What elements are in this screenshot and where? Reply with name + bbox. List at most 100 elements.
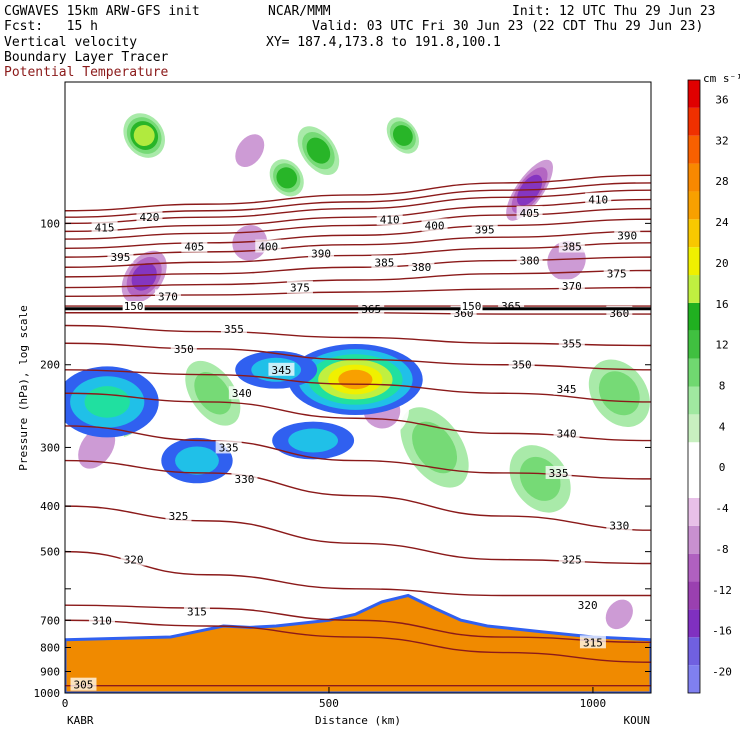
header-model: CGWAVES 15km ARW-GFS init xyxy=(4,4,200,19)
theta-label-bg xyxy=(183,604,210,618)
downdraft-cell xyxy=(235,134,265,168)
theta-contour-315 xyxy=(65,604,651,644)
updraft-cell xyxy=(306,137,331,164)
theta-label: 385 xyxy=(562,240,582,253)
theta-label: 330 xyxy=(609,520,629,533)
tropopause-label-bg xyxy=(460,301,483,312)
theta-label-bg xyxy=(371,255,398,269)
theta-label-bg xyxy=(70,677,97,691)
tropopause-label-bg xyxy=(122,301,145,312)
theta-label: 410 xyxy=(380,213,400,226)
theta-label: 380 xyxy=(520,255,540,268)
theta-label: 390 xyxy=(617,229,637,242)
terrain-fill xyxy=(65,593,651,693)
terrain-polygon xyxy=(65,593,651,693)
theta-label: 320 xyxy=(578,599,598,612)
theta-label: 375 xyxy=(607,268,627,281)
theta-label-bg xyxy=(558,279,585,293)
theta-label-bg xyxy=(88,613,115,627)
theta-label-bg xyxy=(228,386,255,400)
theta-label-bg xyxy=(231,471,258,485)
theta-label: 350 xyxy=(512,359,532,372)
theta-contour-355 xyxy=(65,324,651,347)
theta-label-bg xyxy=(181,239,208,253)
theta-contour-390 xyxy=(65,230,651,258)
theta-label: 370 xyxy=(158,290,178,303)
theta-contour-400 xyxy=(65,207,651,240)
theta-label-bg xyxy=(553,381,580,395)
theta-label: 350 xyxy=(174,343,194,356)
theta-label-bg xyxy=(120,552,147,566)
theta-label-bg xyxy=(136,210,163,224)
header-field2: Boundary Layer Tracer xyxy=(4,50,169,65)
y-axis-label: Pressure (hPa), log scale xyxy=(17,305,30,471)
theta-label: 345 xyxy=(272,364,292,377)
theta-contour-405 xyxy=(65,198,651,233)
theta-label-bg xyxy=(165,509,192,523)
plot-frame xyxy=(64,81,652,694)
theta-contour-350 xyxy=(65,342,651,371)
updraft-cell xyxy=(412,421,458,474)
y-tick-label: 1000 xyxy=(34,687,61,700)
theta-label: 325 xyxy=(169,510,189,523)
header-fcst: Fcst: 15 h xyxy=(4,19,98,34)
theta-label-bg xyxy=(376,212,403,226)
theta-contour-330 xyxy=(65,459,651,531)
theta-label: 400 xyxy=(258,240,278,253)
theta-label: 395 xyxy=(475,223,495,236)
x-tick-label: 0 xyxy=(62,697,69,710)
right-station-label: KOUN xyxy=(624,714,651,727)
theta-contour-385 xyxy=(65,242,651,268)
theta-label: 410 xyxy=(588,194,608,207)
theta-label: 355 xyxy=(224,323,244,336)
tropopause-line: 150 150 xyxy=(65,300,651,313)
theta-label: 370 xyxy=(562,280,582,293)
theta-label: 325 xyxy=(562,554,582,567)
theta-label: 395 xyxy=(110,251,130,264)
y-tick-label: 100 xyxy=(40,217,60,230)
theta-label: 375 xyxy=(290,282,310,295)
theta-contour-325 xyxy=(65,505,651,565)
y-tick-label: 900 xyxy=(40,666,60,679)
y-tick-label: 200 xyxy=(40,359,60,372)
theta-label: 340 xyxy=(232,387,252,400)
updraft-cell xyxy=(194,372,232,415)
theta-contour-310 xyxy=(65,619,651,663)
theta-contour-420 xyxy=(65,174,651,212)
plot-area: 305 310 315 315 320 320 325 325 330 330 335 335 340 3… xyxy=(65,82,651,693)
theta-contour-380 xyxy=(65,256,651,278)
theta-label: 390 xyxy=(311,248,331,261)
theta-label-bg xyxy=(107,250,134,264)
theta-label: 335 xyxy=(549,467,569,480)
boundary-layer-tracer-field xyxy=(65,343,423,484)
updraft-cell xyxy=(133,124,155,147)
theta-label-bg xyxy=(508,357,535,371)
theta-label: 340 xyxy=(557,427,577,440)
theta-label-bg xyxy=(170,341,197,355)
tracer-blob xyxy=(175,446,219,475)
theta-label: 315 xyxy=(583,636,603,649)
theta-label: 345 xyxy=(557,383,577,396)
theta-label-bg xyxy=(308,246,335,260)
theta-label: 405 xyxy=(520,207,540,220)
theta-contour-360 xyxy=(65,312,651,315)
theta-label: 320 xyxy=(124,554,144,567)
y-tick-label: 500 xyxy=(40,546,60,559)
theta-label-bg xyxy=(286,280,313,294)
x-tick-label: 1000 xyxy=(580,697,607,710)
x-tick-label: 500 xyxy=(319,697,339,710)
theta-label-bg xyxy=(516,205,543,219)
header-field1: Vertical velocity xyxy=(4,35,138,50)
y-tick-label: 300 xyxy=(40,441,60,454)
theta-label-bg xyxy=(574,598,601,612)
theta-label-bg xyxy=(558,336,585,350)
theta-label-bg xyxy=(255,239,282,253)
header-center: NCAR/MMM xyxy=(268,4,331,19)
theta-contour-320 xyxy=(65,550,651,597)
left-station-label: KABR xyxy=(67,714,94,727)
x-axis-label: Distance (km) xyxy=(315,714,401,727)
header-xy: XY= 187.4,173.8 to 191.8,100.1 xyxy=(266,35,501,50)
theta-contour-345 xyxy=(65,369,651,403)
tracer-blob xyxy=(288,428,339,453)
theta-label-bg xyxy=(421,218,448,232)
